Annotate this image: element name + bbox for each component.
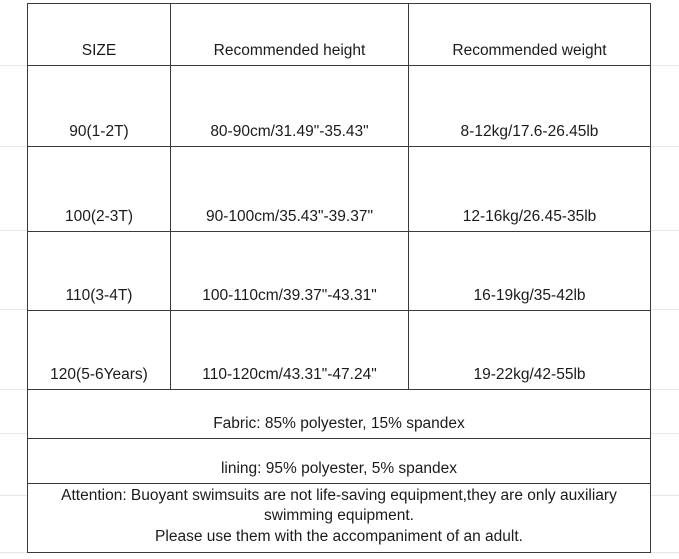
weight-cell: 19-22kg/42-55lb (408, 310, 651, 390)
table-row: 110(3-4T) 100-110cm/39.37"-43.31" 16-19k… (27, 231, 651, 311)
table-row: 90(1-2T) 80-90cm/31.49"-35.43" 8-12kg/17… (27, 65, 651, 147)
weight-cell: 8-12kg/17.6-26.45lb (408, 65, 651, 147)
column-header-weight: Recommended weight (408, 3, 651, 66)
height-cell: 80-90cm/31.49"-35.43" (170, 65, 409, 147)
attention-row: Attention: Buoyant swimsuits are not lif… (27, 483, 651, 553)
size-cell: 90(1-2T) (27, 65, 171, 147)
size-cell: 120(5-6Years) (27, 310, 171, 390)
lining-note: lining: 95% polyester, 5% spandex (27, 438, 651, 484)
height-cell: 90-100cm/35.43"-39.37" (170, 146, 409, 232)
attention-line-3: Please use them with the accompaniment o… (155, 527, 523, 545)
attention-line-1: Attention: Buoyant swimsuits are not lif… (61, 486, 617, 504)
weight-cell: 16-19kg/35-42lb (408, 231, 651, 311)
header-row: SIZE Recommended height Recommended weig… (27, 3, 651, 66)
height-cell: 110-120cm/43.31"-47.24" (170, 310, 409, 390)
table-row: 120(5-6Years) 110-120cm/43.31"-47.24" 19… (27, 310, 651, 390)
column-header-height: Recommended height (170, 3, 409, 66)
fabric-note: Fabric: 85% polyester, 15% spandex (27, 389, 651, 439)
column-header-size: SIZE (27, 3, 171, 66)
table-row: 100(2-3T) 90-100cm/35.43"-39.37" 12-16kg… (27, 146, 651, 232)
height-cell: 100-110cm/39.37"-43.31" (170, 231, 409, 311)
size-cell: 100(2-3T) (27, 146, 171, 232)
attention-line-2: swimming equipment. (264, 507, 414, 524)
fabric-row: Fabric: 85% polyester, 15% spandex (27, 389, 651, 439)
size-cell: 110(3-4T) (27, 231, 171, 311)
weight-cell: 12-16kg/26.45-35lb (408, 146, 651, 232)
lining-row: lining: 95% polyester, 5% spandex (27, 438, 651, 484)
size-chart-table: SIZE Recommended height Recommended weig… (27, 3, 651, 553)
attention-note: Attention: Buoyant swimsuits are not lif… (27, 483, 651, 553)
